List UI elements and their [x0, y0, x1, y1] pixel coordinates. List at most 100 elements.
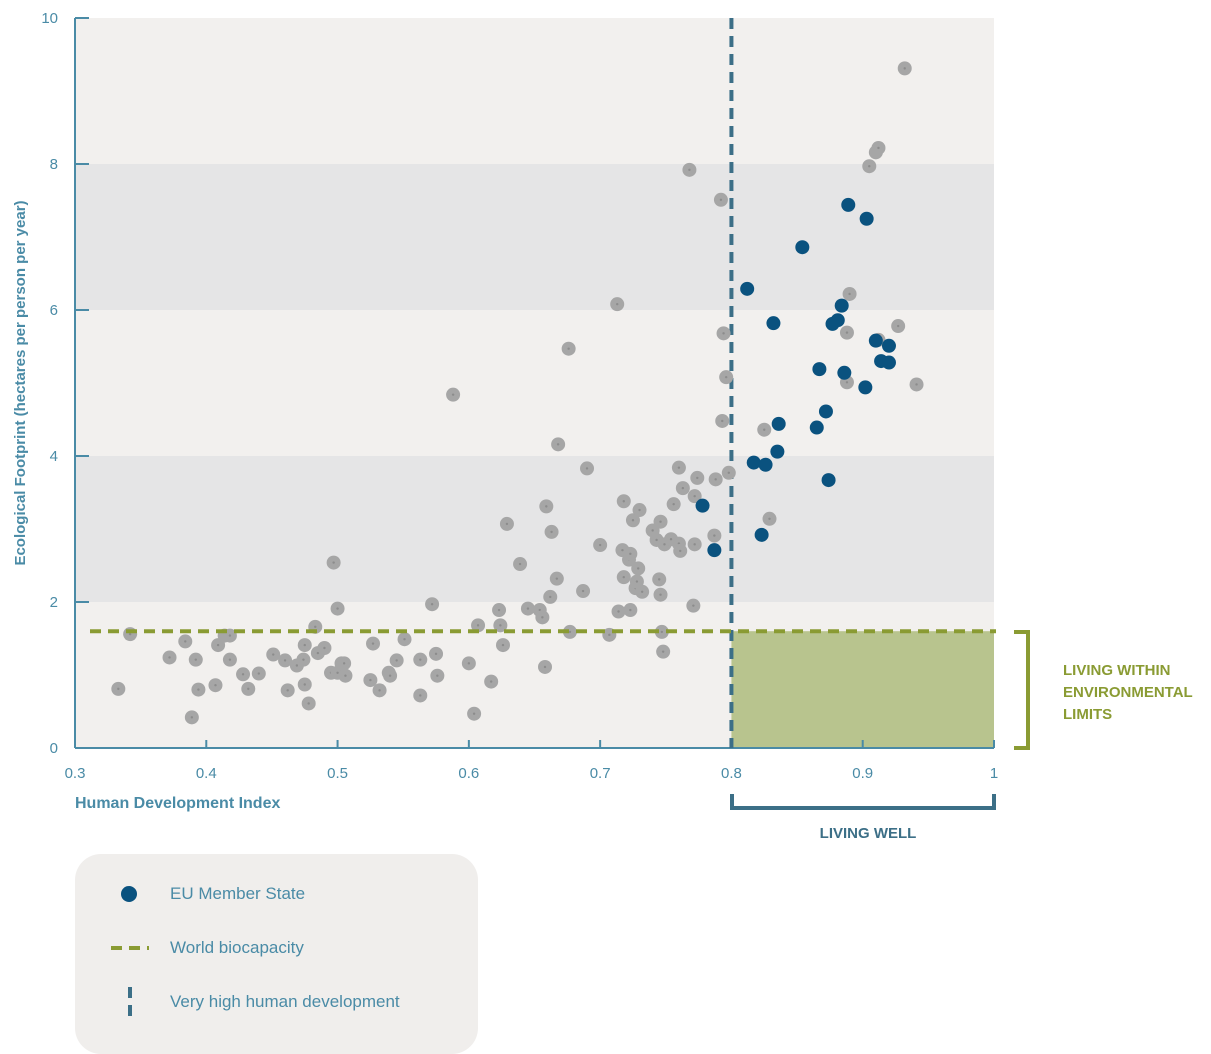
country-point-center: [228, 634, 232, 637]
country-point-center: [896, 324, 900, 328]
country-point-center: [216, 643, 220, 647]
country-point-center: [307, 702, 310, 705]
legend-item-biocapacity: World biocapacity: [75, 933, 478, 963]
x-tick-label: 0.5: [327, 765, 348, 782]
country-point-center: [541, 616, 544, 619]
living-within-limits-zone: [731, 631, 994, 748]
country-point-center: [693, 543, 696, 546]
country-point-center: [621, 548, 624, 552]
country-point-center: [501, 643, 505, 647]
country-point-center: [845, 381, 849, 384]
country-point-center: [677, 466, 681, 469]
country-point-center: [877, 146, 880, 150]
country-point-center: [848, 292, 851, 296]
country-point-center: [369, 678, 372, 682]
eu-member-point: [771, 416, 786, 431]
living-well-label: LIVING WELL: [820, 825, 917, 842]
band-2-4: [75, 456, 994, 602]
eu-member-point: [821, 473, 836, 488]
country-point-center: [696, 476, 699, 480]
country-point-center: [585, 467, 589, 470]
country-point-center: [651, 529, 654, 532]
country-point-center: [489, 680, 493, 683]
country-point-center: [295, 664, 299, 667]
x-tick-label: 0.9: [852, 765, 873, 782]
country-point-center: [497, 608, 501, 612]
country-point-center: [660, 630, 664, 634]
y-tick-label: 10: [41, 10, 58, 27]
eu-dot-icon: [121, 886, 137, 902]
country-point-center: [637, 567, 640, 570]
country-point-center: [168, 656, 171, 659]
country-point-center: [622, 575, 625, 579]
band-8-10: [75, 18, 994, 164]
country-point-center: [314, 625, 317, 629]
country-point-center: [545, 505, 548, 508]
legend: EU Member State World biocapacity Very h…: [75, 854, 478, 1054]
country-point-center: [721, 419, 724, 423]
y-tick-label: 4: [50, 448, 58, 465]
country-point-center: [550, 530, 553, 534]
country-point-center: [567, 347, 570, 350]
country-point-center: [419, 658, 422, 661]
x-tick-label: 0.7: [590, 765, 611, 782]
x-tick-label: 0.6: [458, 765, 479, 782]
country-point-center: [184, 640, 187, 643]
country-point-center: [467, 662, 471, 665]
country-point-center: [617, 610, 620, 613]
country-point-center: [640, 590, 644, 593]
country-point-center: [505, 522, 509, 526]
country-point-center: [568, 630, 572, 634]
living-within-line-2: ENVIRONMENTAL: [1063, 684, 1193, 701]
country-point-center: [272, 653, 275, 656]
country-point-center: [436, 674, 439, 677]
country-point-center: [518, 562, 522, 566]
x-tick-label: 0.4: [196, 765, 217, 782]
country-point-center: [303, 643, 306, 647]
country-point-center: [283, 659, 287, 662]
country-point-center: [451, 393, 455, 396]
x-tick-label: 0.3: [65, 765, 86, 782]
country-point-center: [719, 198, 723, 201]
country-point-center: [336, 671, 339, 675]
y-tick-label: 6: [50, 302, 58, 319]
eu-member-point: [809, 420, 824, 435]
country-point-center: [241, 673, 245, 676]
legend-label-eu: EU Member State: [170, 884, 306, 903]
band-4-6: [75, 310, 994, 456]
dashed-line-icon: [111, 946, 149, 950]
y-axis-label: Ecological Footprint (hectares per perso…: [12, 200, 29, 565]
country-point-center: [214, 684, 217, 687]
country-point-center: [323, 646, 326, 650]
country-point-center: [472, 712, 476, 715]
eu-member-point: [881, 338, 896, 353]
country-point-center: [608, 633, 611, 637]
country-point-center: [344, 674, 347, 677]
country-point-center: [688, 168, 691, 172]
eu-member-point: [881, 355, 896, 370]
data-points: [111, 61, 924, 725]
country-point-center: [903, 67, 906, 70]
x-tick-label: 1: [990, 765, 998, 782]
eu-member-point: [812, 362, 827, 377]
band-6-8: [75, 164, 994, 310]
country-point-center: [128, 632, 132, 636]
country-point-center: [395, 659, 398, 662]
country-point-center: [635, 580, 639, 583]
country-point-center: [286, 689, 289, 692]
country-point-center: [581, 589, 585, 593]
country-point-center: [915, 383, 918, 386]
country-point-center: [388, 674, 392, 677]
country-point-center: [371, 642, 375, 645]
background-bands: [75, 18, 994, 748]
y-tick-label: 2: [50, 594, 58, 611]
country-point-center: [332, 561, 335, 564]
country-point-center: [629, 552, 632, 556]
country-point-center: [714, 478, 717, 481]
legend-label-hdi: Very high human development: [170, 992, 400, 1011]
country-point-center: [378, 689, 381, 692]
country-point-center: [257, 672, 260, 675]
living-within-line-1: LIVING WITHIN: [1063, 662, 1171, 679]
country-point-center: [526, 607, 530, 610]
country-point-center: [693, 494, 696, 498]
